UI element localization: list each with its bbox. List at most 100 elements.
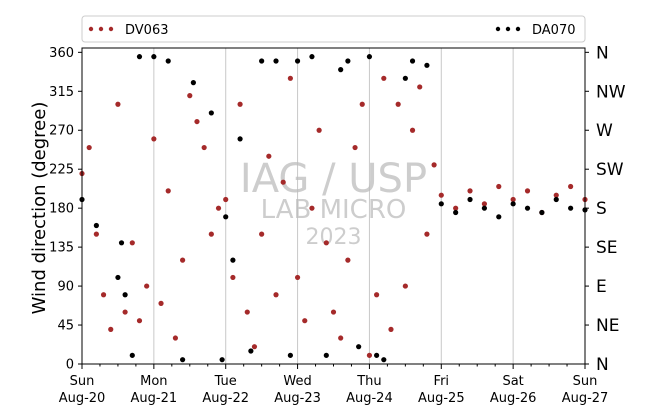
y-tick-label: 270 [49,124,74,139]
point-da070 [248,348,254,354]
x-tick-day-label: Fri [434,374,450,389]
point-dv063 [338,335,344,341]
point-dv063 [424,231,430,237]
point-dv063 [122,309,128,315]
point-da070 [219,357,225,363]
point-da070 [136,54,143,60]
y-tick-label: 180 [49,202,74,217]
point-dv063 [244,309,250,315]
y-tick-label: 315 [49,85,74,100]
point-dv063 [496,183,502,190]
x-tick-date-label: Aug-21 [131,391,178,406]
point-da070 [129,352,135,358]
y-axis-right: N NE E SE S SW W NW N [585,43,626,375]
point-dv063 [438,192,444,198]
point-dv063 [524,188,531,194]
point-da070 [402,75,408,81]
point-da070 [208,110,214,116]
watermark-line-2: LAB MICRO [261,195,407,225]
x-tick-date-label: Aug-26 [490,391,537,406]
point-da070 [287,352,293,358]
point-da070 [151,54,157,60]
point-dv063 [201,144,207,151]
point-da070 [496,214,502,220]
point-dv063 [208,231,214,237]
point-da070 [539,209,545,216]
x-tick-day-label: Mon [140,374,167,389]
legend-marker-da070 [495,26,501,32]
y-tick-label: 135 [49,241,74,256]
y-tick-label: 225 [49,163,74,178]
x-tick-date-label: Aug-20 [59,391,106,406]
point-dv063 [402,283,408,289]
point-da070 [338,67,344,73]
x-tick-date-label: Aug-23 [274,391,321,406]
compass-tick-label: SW [596,160,624,180]
compass-tick-label: S [596,199,607,219]
point-dv063 [108,326,114,332]
point-dv063 [309,205,315,211]
point-dv063 [180,257,186,263]
point-dv063 [223,196,229,203]
watermark-line-1: IAG / USP [240,156,427,202]
compass-tick-label: N [596,355,609,375]
legend-marker-da070 [505,26,511,32]
point-dv063 [144,283,150,289]
point-da070 [409,58,416,64]
point-da070 [553,196,559,203]
point-dv063 [187,93,193,99]
point-da070 [259,58,265,64]
point-dv063 [366,352,373,358]
point-da070 [118,240,125,246]
legend-label-da070: DA070 [532,23,576,38]
point-dv063 [381,75,387,81]
point-dv063 [230,274,236,281]
point-dv063 [481,201,487,207]
point-dv063 [510,196,516,203]
point-da070 [345,58,351,64]
point-dv063 [287,75,293,81]
point-dv063 [294,274,301,281]
x-tick-day-label: Sun [573,374,598,389]
point-dv063 [316,127,322,133]
compass-tick-label: NE [596,316,619,336]
legend-item-dv063: DV063 [88,23,169,38]
y-tick-label: 45 [57,319,74,334]
point-dv063 [136,318,143,324]
point-dv063 [273,292,279,298]
point-dv063 [215,205,222,211]
point-da070 [568,205,574,211]
point-da070 [356,344,362,350]
point-da070 [190,80,196,86]
point-da070 [381,357,387,363]
point-da070 [374,352,380,358]
point-da070 [366,54,373,60]
compass-tick-label: W [596,121,613,141]
x-tick-date-label: Aug-27 [562,391,609,406]
x-tick-date-label: Aug-22 [202,391,249,406]
point-dv063 [237,101,243,107]
y-axis-left: 0 45 90 135 180 225 270 315 360 [49,46,82,373]
point-dv063 [129,240,135,246]
x-tick-date-label: Aug-24 [346,391,393,406]
point-da070 [424,62,430,68]
y-tick-label: 360 [49,46,74,61]
point-dv063 [359,101,365,107]
data-points [79,54,588,363]
compass-tick-label: NW [596,82,626,102]
point-dv063 [374,292,380,298]
legend-marker-dv063 [98,26,104,32]
point-dv063 [251,344,258,350]
legend-item-da070: DA070 [495,23,576,38]
point-dv063 [165,188,171,194]
point-dv063 [352,144,358,151]
point-dv063 [86,144,92,151]
point-da070 [323,352,329,358]
point-da070 [467,196,473,203]
point-dv063 [115,101,121,107]
point-dv063 [172,335,179,341]
point-dv063 [323,240,329,246]
x-tick-day-label: Tue [214,374,237,389]
point-dv063 [93,231,99,237]
